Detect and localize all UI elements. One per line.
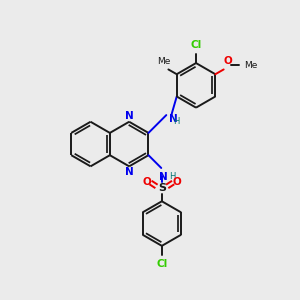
Text: Cl: Cl [156, 259, 167, 269]
Text: Cl: Cl [190, 40, 202, 50]
Text: O: O [224, 56, 232, 67]
Text: Me: Me [244, 61, 258, 70]
Text: N: N [159, 172, 168, 182]
Text: N: N [125, 111, 134, 121]
Text: O: O [142, 177, 152, 187]
Text: H: H [172, 117, 179, 126]
Text: N: N [169, 114, 177, 124]
Text: Me: Me [158, 58, 171, 67]
Text: O: O [172, 177, 181, 187]
Text: N: N [125, 167, 134, 177]
Text: S: S [158, 183, 166, 193]
Text: H: H [169, 172, 176, 181]
